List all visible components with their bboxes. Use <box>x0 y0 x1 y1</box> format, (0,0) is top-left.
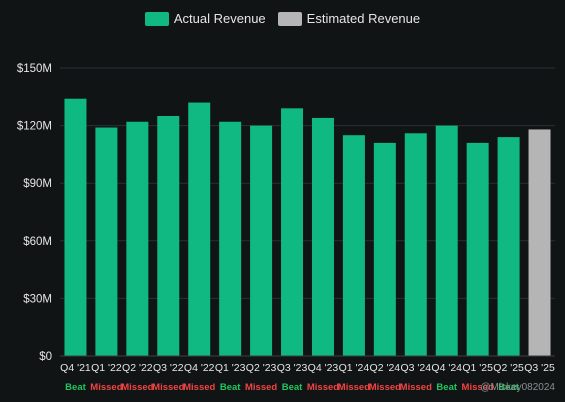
bar-actual <box>404 133 427 356</box>
result-label: Missed <box>400 382 432 393</box>
legend: Actual Revenue Estimated Revenue <box>0 11 565 26</box>
x-tick-label: Q3 '23 <box>277 362 308 374</box>
bar-actual <box>373 142 396 356</box>
y-tick-label: $150M <box>17 63 52 75</box>
bar-actual <box>64 98 87 356</box>
bar-actual <box>466 142 489 356</box>
result-label: Missed <box>183 382 215 393</box>
bar-actual <box>188 102 211 356</box>
bar-actual <box>126 121 149 356</box>
bar-actual <box>219 121 242 356</box>
result-label: Beat <box>436 382 457 393</box>
result-label: Beat <box>65 382 86 393</box>
y-tick-label: $60M <box>23 236 52 248</box>
y-tick-label: $90M <box>23 178 52 190</box>
result-label: Beat <box>498 382 519 393</box>
bar-actual <box>281 108 304 356</box>
x-tick-label: Q3 '24 <box>400 362 431 374</box>
axis-layer: $0 $30M $60M $90M $120M $150M <box>17 63 555 363</box>
legend-label-actual: Actual Revenue <box>173 11 266 26</box>
x-tick-label: Q2 '23 <box>246 362 277 374</box>
bar-actual <box>497 137 520 356</box>
legend-swatch-actual <box>144 11 169 26</box>
bar-layer <box>64 98 551 357</box>
y-tick-label: $30M <box>23 293 52 305</box>
bar-estimated <box>528 129 551 356</box>
x-tick-label: Q4 '22 <box>184 362 215 374</box>
result-label: Missed <box>152 382 184 393</box>
result-label: Beat <box>220 382 241 393</box>
result-label: Missed <box>369 382 401 393</box>
bar-actual <box>311 117 334 356</box>
x-tick-label: Q3 '22 <box>153 362 184 374</box>
x-tick-label: Q4 '23 <box>308 362 339 374</box>
bar-actual <box>95 127 118 357</box>
x-tick-label: Q1 '24 <box>339 362 370 374</box>
result-label: Missed <box>462 382 494 393</box>
bar-actual <box>157 116 180 356</box>
x-tick-label: Q2 '24 <box>370 362 401 374</box>
result-label: Missed <box>245 382 277 393</box>
y-tick-label: $0 <box>39 351 52 363</box>
result-label: Missed <box>121 382 153 393</box>
legend-item-estimated[interactable]: Estimated Revenue <box>277 11 421 26</box>
x-tick-label: Q1 '23 <box>215 362 246 374</box>
x-tick-label: Q1 '25 <box>462 362 493 374</box>
bar-actual <box>435 125 458 356</box>
legend-label-estimated: Estimated Revenue <box>306 11 421 26</box>
result-label: Missed <box>307 382 339 393</box>
legend-swatch-estimated <box>277 11 302 26</box>
x-tick-label: Q2 '25 <box>493 362 524 374</box>
bar-actual <box>342 135 365 356</box>
x-tick-label: Q3 '25 <box>524 362 555 374</box>
result-label: Beat <box>282 382 303 393</box>
watermark: @Mickey082024 <box>480 382 555 393</box>
x-tick-label: Q1 '22 <box>91 362 122 374</box>
y-tick-label: $120M <box>17 121 52 133</box>
x-tick-label: Q4 '24 <box>431 362 462 374</box>
result-label: Missed <box>338 382 370 393</box>
x-tick-label: Q2 '22 <box>122 362 153 374</box>
bar-actual <box>250 125 273 356</box>
x-tick-label: Q4 '21 <box>60 362 91 374</box>
legend-item-actual[interactable]: Actual Revenue <box>144 11 266 26</box>
result-label: Missed <box>90 382 122 393</box>
